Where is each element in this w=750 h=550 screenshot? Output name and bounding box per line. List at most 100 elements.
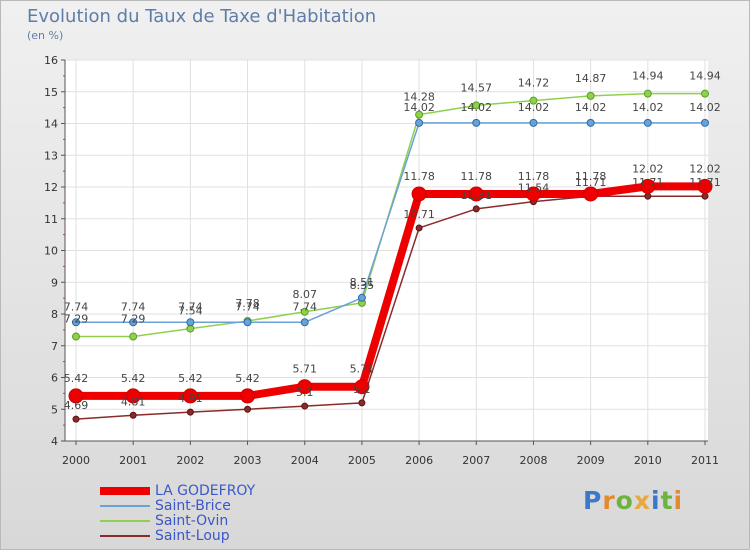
data-point [129,411,137,419]
data-label: 11.31 [461,189,493,202]
logo-letter: i [651,486,661,515]
data-point [129,318,138,327]
x-tick-label: 2000 [62,454,90,467]
legend-label: Saint-Ovin [155,513,229,529]
data-point [300,318,309,327]
data-label: 14.28 [403,91,435,104]
data-label: 7.74 [64,300,89,313]
chart-title: Evolution du Taux de Taxe d'Habitation [27,6,377,27]
logo-letter: P [583,486,603,515]
data-label: 14.87 [575,72,607,85]
data-label: 14.02 [632,101,664,114]
data-label: 5.71 [292,363,317,376]
data-label: 10.71 [403,208,435,221]
data-label: 12.02 [632,162,664,175]
data-point [701,118,709,127]
data-point [243,318,252,327]
data-label: 11.71 [575,176,607,189]
data-label: 5.42 [235,372,260,385]
y-tick-label: 6 [51,372,58,385]
data-point [529,96,538,105]
legend-swatch [100,535,150,537]
x-tick-label: 2005 [348,454,376,467]
data-point [472,205,480,213]
y-tick-label: 8 [51,308,58,321]
data-point [644,192,652,200]
y-tick-label: 13 [44,149,58,162]
data-label: 7.74 [121,300,146,313]
y-tick-label: 10 [44,245,58,258]
series-line-la-godefroy [76,182,705,400]
data-point [297,379,313,395]
y-tick-label: 5 [51,403,58,416]
data-point [72,318,80,327]
data-label: 7.54 [178,305,203,318]
data-point [68,388,84,404]
data-point [525,186,541,202]
data-label: 4.91 [178,392,203,405]
data-label: 8.07 [292,288,317,301]
logo-letter: i [673,486,684,515]
data-point [415,118,424,127]
data-label: 14.02 [689,101,721,114]
legend-item: Saint-Brice [100,498,360,514]
y-tick-label: 16 [44,54,58,67]
data-point [583,186,599,202]
y-tick-label: 4 [51,435,58,448]
legend-label: LA GODEFROY [155,483,256,499]
data-point [129,332,138,341]
logo-letter: t [660,486,674,515]
data-label: 7.29 [64,313,89,326]
x-tick-label: 2003 [234,454,262,467]
data-label: 7.29 [121,313,146,326]
data-label: 14.94 [689,70,721,83]
chart-subtitle: (en %) [27,29,64,42]
x-tick-label: 2009 [577,454,605,467]
data-label: 14.94 [632,70,664,83]
x-tick-label: 2002 [176,454,204,467]
data-label: 7.74 [235,300,260,313]
data-label: 5.42 [178,372,203,385]
data-label: 14.02 [403,101,435,114]
x-tick-label: 2006 [405,454,433,467]
data-point [354,379,370,395]
legend-swatch [100,520,150,522]
data-label: 4.69 [64,399,89,412]
data-label: 8.51 [350,276,375,289]
data-point [300,307,309,316]
data-label: 5.42 [64,372,89,385]
data-point [640,178,656,194]
data-label: 14.02 [518,101,550,114]
data-point [472,118,481,127]
data-point [182,388,198,404]
y-tick-label: 14 [44,118,58,131]
data-point [697,178,713,194]
data-point [586,118,595,127]
data-point [472,101,481,110]
data-point [468,186,484,202]
data-label: 14.72 [518,77,550,90]
data-label: 11.54 [518,182,550,195]
data-label: 5.1 [296,386,314,399]
data-label: 7.78 [235,297,260,310]
data-point [72,415,80,423]
data-label: 5.2 [353,383,371,396]
legend: LA GODEFROY Saint-Brice Saint-Ovin Saint… [100,483,360,544]
data-point [529,118,538,127]
x-tick-label: 2004 [291,454,319,467]
data-point [186,318,195,327]
y-tick-label: 12 [44,181,58,194]
series-line-saint-brice [76,122,705,324]
data-point [643,118,652,127]
data-point [415,224,423,232]
x-tick-label: 2001 [119,454,147,467]
data-label: 11.71 [689,176,721,189]
legend-item: Saint-Ovin [100,513,360,529]
x-tick-label: 2008 [519,454,547,467]
data-point [415,110,424,119]
legend-label: Saint-Loup [155,528,230,544]
data-point [72,332,80,341]
data-label: 12.02 [689,162,721,175]
y-tick-label: 7 [51,340,58,353]
